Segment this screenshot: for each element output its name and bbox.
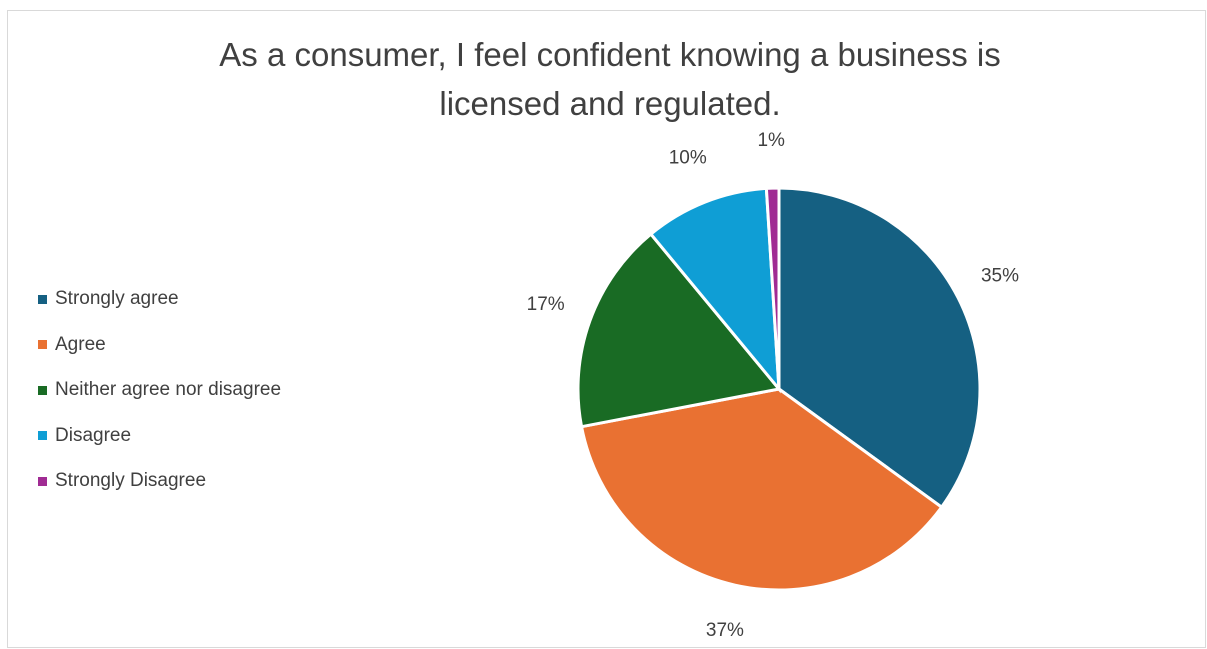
pie-slice-agree bbox=[579, 387, 944, 592]
legend-label: Disagree bbox=[55, 424, 132, 446]
data-label-strongly-disagree: 1% bbox=[757, 130, 785, 151]
pie-slice-neither bbox=[576, 232, 782, 429]
chart-title-line-1: As a consumer, I feel confident knowing … bbox=[219, 36, 1001, 73]
legend-label: Strongly agree bbox=[55, 288, 179, 309]
chart-title: As a consumer, I feel confident knowing … bbox=[100, 30, 1120, 128]
pie-slice-strongly-agree bbox=[777, 186, 982, 510]
legend-swatch bbox=[38, 294, 47, 304]
legend-label: Neither agree nor disagree bbox=[55, 379, 282, 400]
legend-swatch bbox=[38, 431, 47, 440]
legend-swatch bbox=[38, 476, 47, 486]
legend-item-neither: Neither agree nor disagree bbox=[38, 376, 281, 404]
legend-label: Strongly Disagree bbox=[55, 470, 207, 491]
legend-item-strongly-disagree: Strongly Disagree bbox=[38, 467, 281, 495]
legend-item-agree: Agree bbox=[38, 331, 281, 359]
data-label-neither: 17% bbox=[527, 294, 565, 315]
legend-item-strongly-agree: Strongly agree bbox=[38, 285, 281, 313]
data-label-strongly-agree: 35% bbox=[981, 265, 1019, 286]
legend-label: Agree bbox=[55, 333, 106, 355]
data-label-disagree: 10% bbox=[669, 147, 707, 168]
legend-swatch bbox=[38, 385, 47, 395]
data-label-agree: 37% bbox=[706, 620, 744, 641]
pie-slice-strongly-disagree bbox=[764, 186, 781, 390]
legend-swatch bbox=[38, 340, 47, 349]
pie-slice-disagree bbox=[648, 186, 781, 394]
chart-legend: Strongly agree Agree Neither agree nor d… bbox=[38, 285, 281, 513]
legend-item-disagree: Disagree bbox=[38, 422, 281, 450]
chart-title-line-2: licensed and regulated. bbox=[439, 85, 781, 122]
